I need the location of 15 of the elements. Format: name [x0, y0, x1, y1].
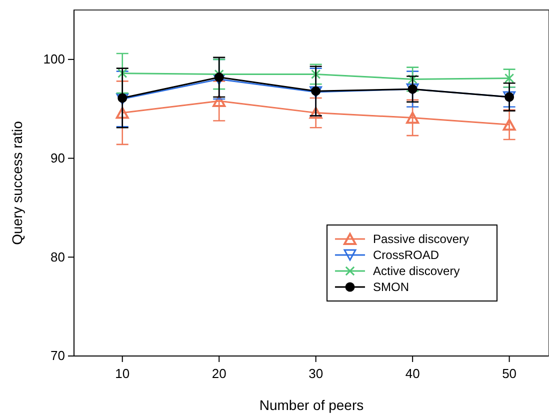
x-tick-label: 20 — [212, 366, 226, 381]
y-tick-label: 90 — [50, 150, 65, 166]
y-tick-label: 70 — [50, 348, 65, 364]
x-axis-title: Number of peers — [259, 397, 364, 413]
y-tick-label: 80 — [50, 249, 65, 264]
x-tick-label: 10 — [115, 366, 130, 381]
legend-label: Passive discovery — [373, 232, 470, 246]
legend-label: CrossROAD — [373, 248, 440, 262]
legend-label: Active discovery — [373, 264, 460, 278]
x-tick-label: 40 — [405, 366, 420, 381]
y-axis-title: Query success ratio — [9, 120, 25, 245]
x-tick-label: 30 — [308, 366, 324, 381]
y-tick-label: 100 — [43, 52, 65, 67]
x-tick-label: 50 — [502, 366, 517, 381]
legend-label: SMON — [373, 280, 409, 294]
